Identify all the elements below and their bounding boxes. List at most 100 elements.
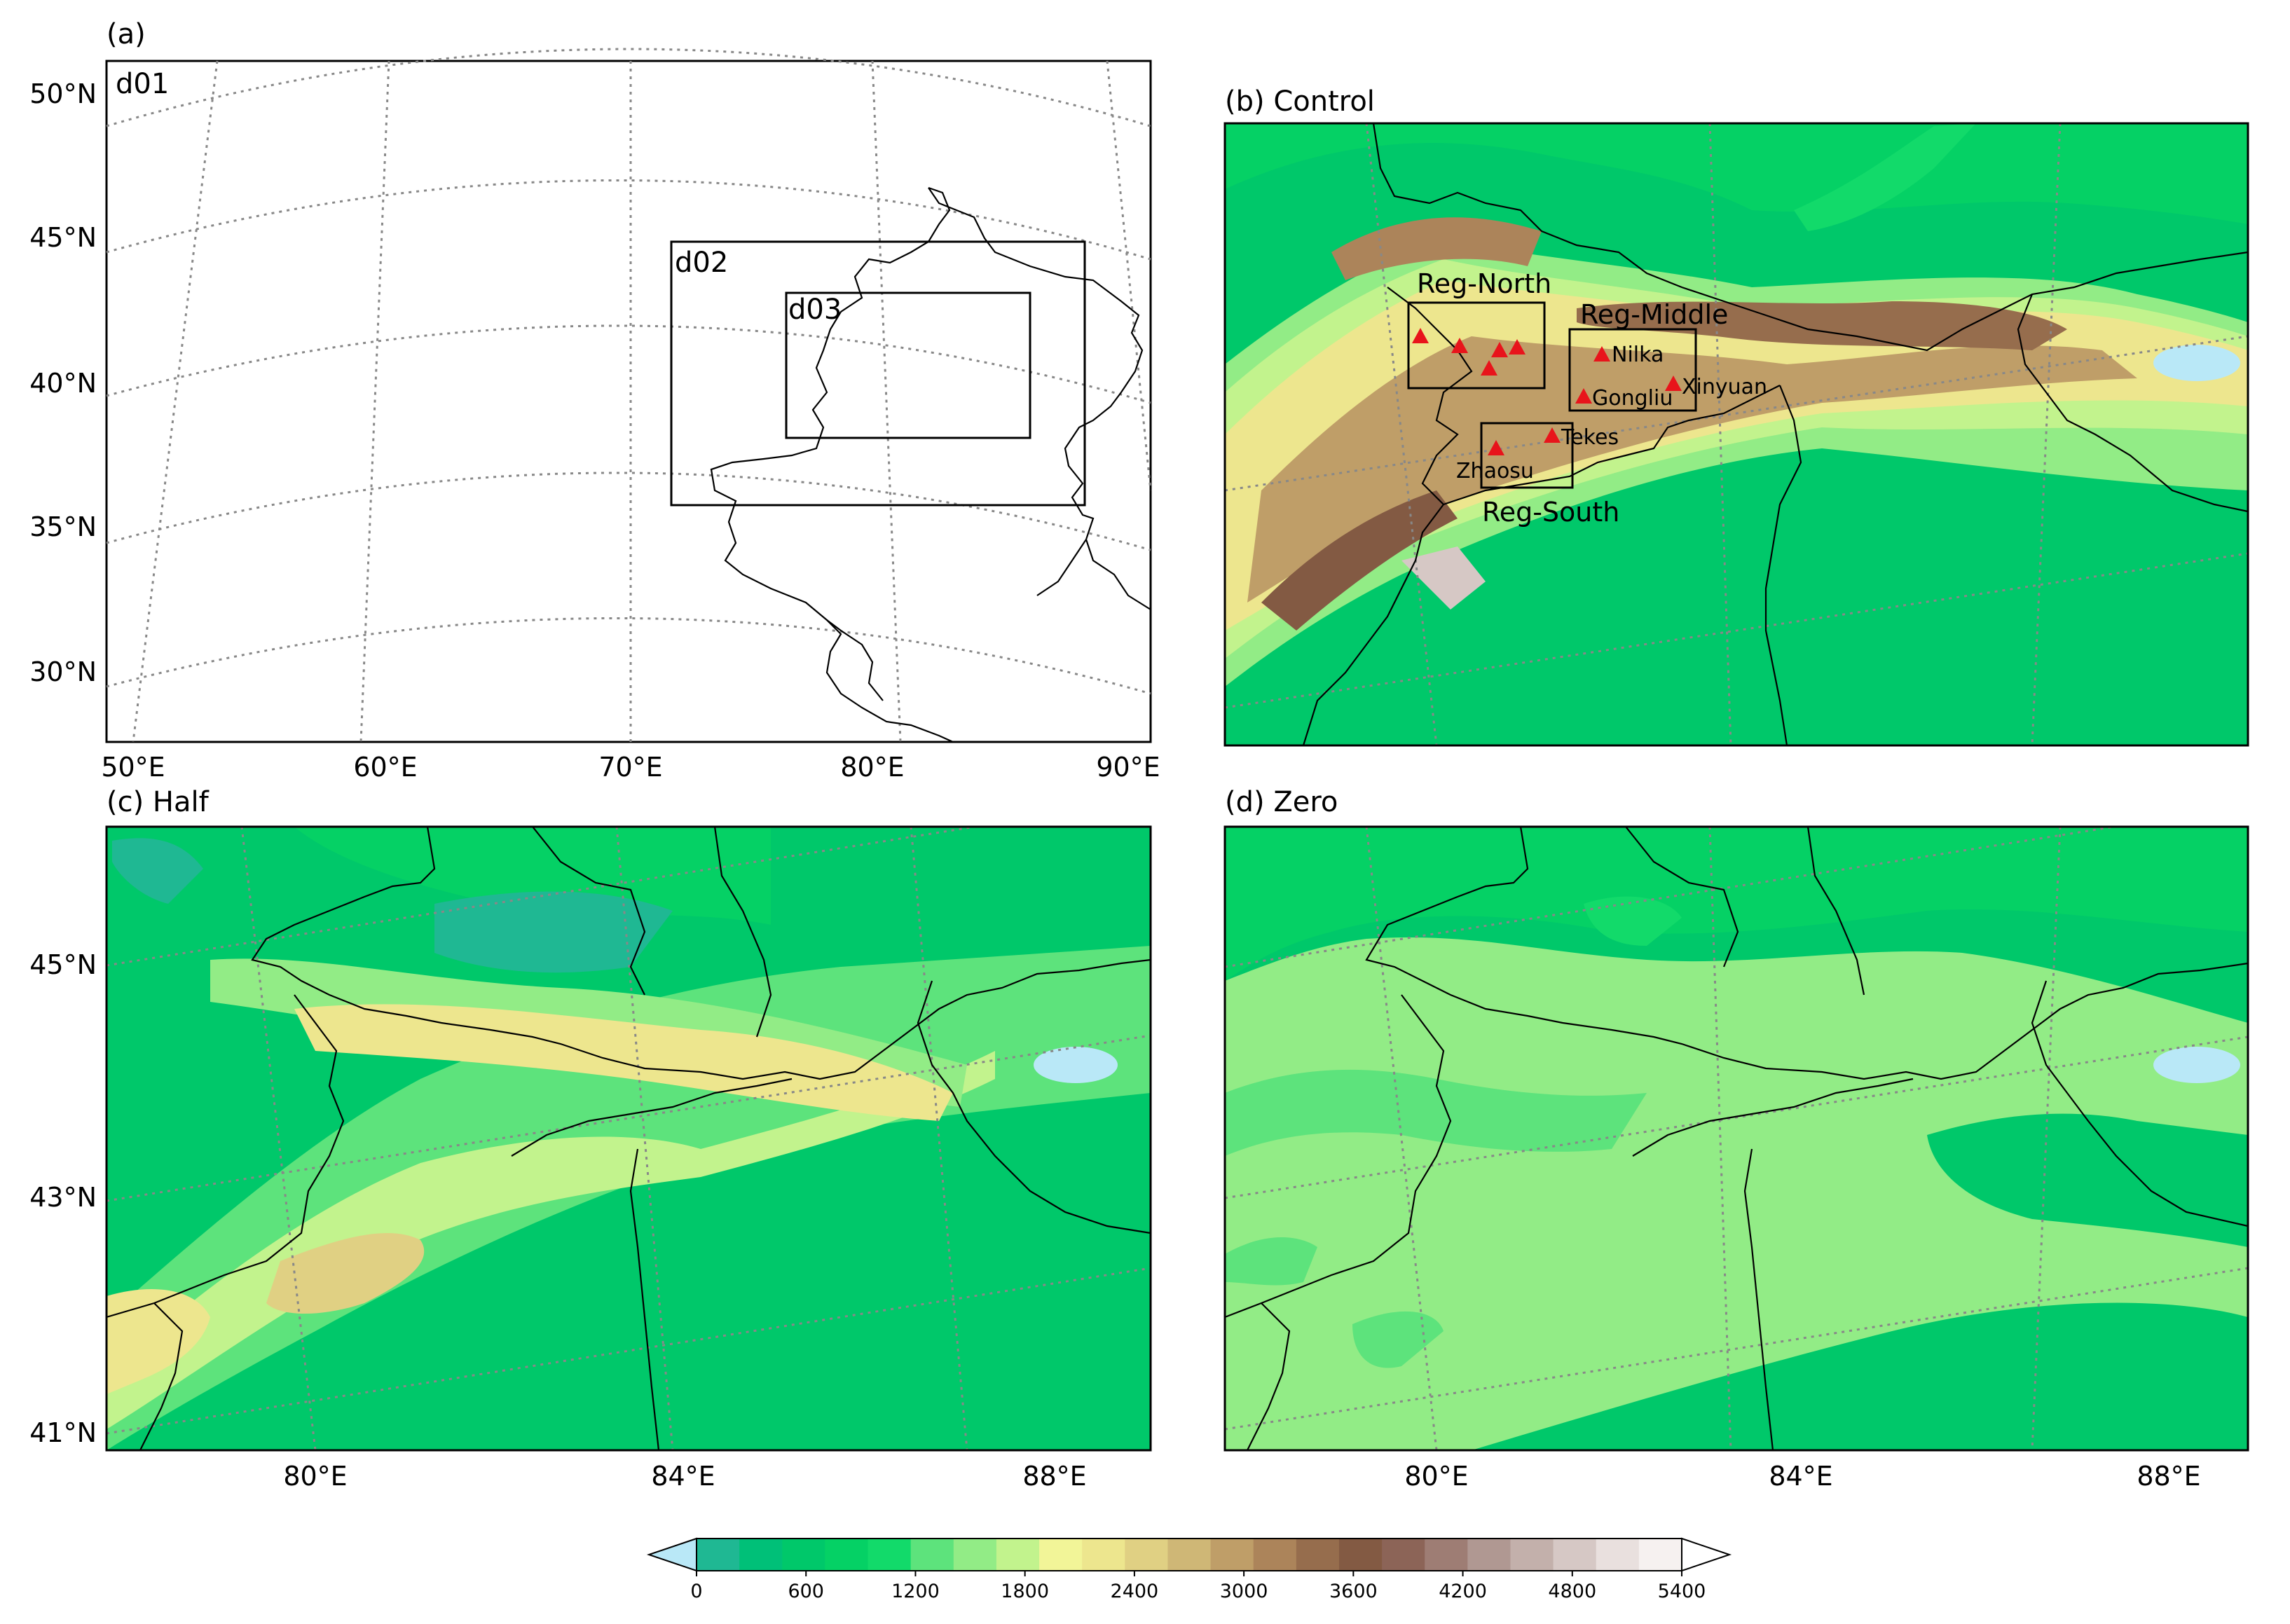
domain-d03-label: d03: [788, 294, 842, 326]
region-south-label: Reg-South: [1482, 497, 1619, 528]
panel-a: (a) d01 d02 d03: [29, 18, 1160, 783]
colorbar-tick-label: 3600: [1329, 1581, 1378, 1602]
panel-d: (d) Zero 80°E: [1223, 786, 2249, 1492]
domain-d02-box: [670, 240, 1086, 507]
lat-label: 45°N: [29, 949, 97, 980]
colorbar-segment: [782, 1539, 825, 1571]
colorbar-tick-label: 2400: [1111, 1581, 1159, 1602]
colorbar: [646, 1537, 1732, 1572]
colorbar-segment: [910, 1539, 954, 1571]
colorbar-segment: [1510, 1539, 1554, 1571]
colorbar-tick-label: 5400: [1658, 1581, 1706, 1602]
panel-c-terrain: [107, 827, 1151, 1450]
panel-b-title: (b) Control: [1225, 85, 1375, 118]
colorbar-segment: [1296, 1539, 1340, 1571]
lat-label: 43°N: [29, 1182, 97, 1213]
region-north-box: [1407, 301, 1546, 390]
colorbar-segment: [1338, 1539, 1383, 1571]
colorbar-tick-label: 1800: [1001, 1581, 1049, 1602]
panel-a-frame: [105, 60, 1152, 743]
station-tekes-label: Tekes: [1561, 425, 1619, 450]
lon-label: 88°E: [2137, 1461, 2200, 1492]
station-xinyuan-label: Xinyuan: [1682, 375, 1767, 399]
panel-a-title: (a): [107, 18, 146, 50]
lat-label: 40°N: [29, 368, 97, 399]
station-nilka-marker: [1593, 346, 1610, 362]
colorbar-tick-label: 1200: [891, 1581, 940, 1602]
panel-c: (c) Half: [29, 786, 1152, 1492]
lon-label: 80°E: [840, 752, 904, 783]
colorbar-segment: [953, 1539, 997, 1571]
colorbar-tick-label: 4200: [1439, 1581, 1487, 1602]
lon-label: 84°E: [1769, 1461, 1832, 1492]
station-marker: [1491, 342, 1508, 357]
lake-bosten: [2153, 345, 2240, 381]
panel-b-frame: [1223, 122, 2249, 747]
station-gongliu-marker: [1575, 388, 1592, 404]
station-marker: [1412, 328, 1429, 343]
region-south-box: [1480, 422, 1574, 489]
station-nilka-label: Nilka: [1612, 343, 1664, 367]
station-zhaosu-label: Zhaosu: [1456, 459, 1534, 483]
lon-label: 80°E: [283, 1461, 347, 1492]
panel-a-graticule: [106, 48, 1152, 743]
station-gongliu-label: Gongliu: [1592, 386, 1673, 411]
colorbar-segment: [1467, 1539, 1511, 1571]
colorbar-segment: [1553, 1539, 1597, 1571]
panel-c-title: (c) Half: [107, 786, 210, 818]
panel-d-lon-labels: 80°E 84°E 88°E: [1404, 1461, 2200, 1492]
lon-label: 70°E: [598, 752, 662, 783]
lon-label: 88°E: [1022, 1461, 1086, 1492]
colorbar-segment: [1167, 1539, 1212, 1571]
panel-c-lat-labels: 45°N 43°N 41°N: [29, 949, 97, 1448]
region-middle-box: [1568, 328, 1697, 412]
domain-d01-label: d01: [116, 68, 169, 100]
colorbar-frame: [696, 1538, 1682, 1571]
panel-a-lon-labels: 50°E 60°E 70°E 80°E 90°E: [101, 752, 1160, 783]
colorbar-tick-label: 0: [690, 1581, 702, 1602]
colorbar-segment: [1210, 1539, 1254, 1571]
panel-a-borders: [710, 186, 1151, 743]
lat-label: 41°N: [29, 1417, 97, 1448]
colorbar-segment: [1253, 1539, 1297, 1571]
lon-label: 80°E: [1404, 1461, 1468, 1492]
panel-a-lat-labels: 50°N 45°N 40°N 35°N 30°N: [29, 78, 97, 687]
colorbar-segment: [1039, 1539, 1083, 1571]
panel-b-terrain: [1225, 123, 2248, 745]
lat-label: 50°N: [29, 78, 97, 109]
panel-b: (b) Control: [1223, 85, 2249, 747]
colorbar-under-extend: [646, 1537, 697, 1572]
colorbar-segment: [996, 1539, 1040, 1571]
colorbar-segment: [1425, 1539, 1468, 1571]
panel-d-title: (d) Zero: [1225, 786, 1338, 818]
domain-d02-label: d02: [675, 247, 728, 279]
domain-d03-box: [785, 291, 1031, 439]
region-middle-label: Reg-Middle: [1580, 299, 1728, 330]
colorbar-segment: [1382, 1539, 1425, 1571]
lake-bosten: [1034, 1047, 1118, 1083]
colorbar-segment: [1082, 1539, 1125, 1571]
station-marker: [1451, 338, 1468, 353]
panel-c-frame: [105, 825, 1152, 1452]
colorbar-segment: [739, 1539, 783, 1571]
colorbar-segment: [1638, 1539, 1682, 1571]
panel-d-terrain: [1225, 827, 2248, 1450]
lat-label: 35°N: [29, 511, 97, 542]
station-zhaosu-marker: [1488, 440, 1504, 455]
lat-label: 30°N: [29, 656, 97, 687]
lon-label: 50°E: [101, 752, 165, 783]
colorbar-ticks: 0 600 1200 1800 2400 3000 3600 4200 4800 5400: [690, 1571, 1706, 1602]
colorbar-over-extend: [1681, 1537, 1732, 1572]
colorbar-tick-label: 4800: [1548, 1581, 1596, 1602]
panel-b-regions: Reg-North Reg-Middle Reg-South: [1407, 268, 1728, 528]
panel-a-domains: d01 d02 d03: [116, 68, 1086, 507]
colorbar-segment: [825, 1539, 869, 1571]
lon-label: 84°E: [651, 1461, 715, 1492]
colorbar-tick-label: 600: [788, 1581, 824, 1602]
panel-b-stations: Nilka Xinyuan Gongliu Tekes Zhaosu: [1412, 328, 1767, 483]
panel-c-lon-labels: 80°E 84°E 88°E: [283, 1461, 1086, 1492]
station-tekes-marker: [1544, 427, 1561, 443]
lake-bosten: [2153, 1047, 2240, 1083]
lon-label: 90°E: [1096, 752, 1160, 783]
